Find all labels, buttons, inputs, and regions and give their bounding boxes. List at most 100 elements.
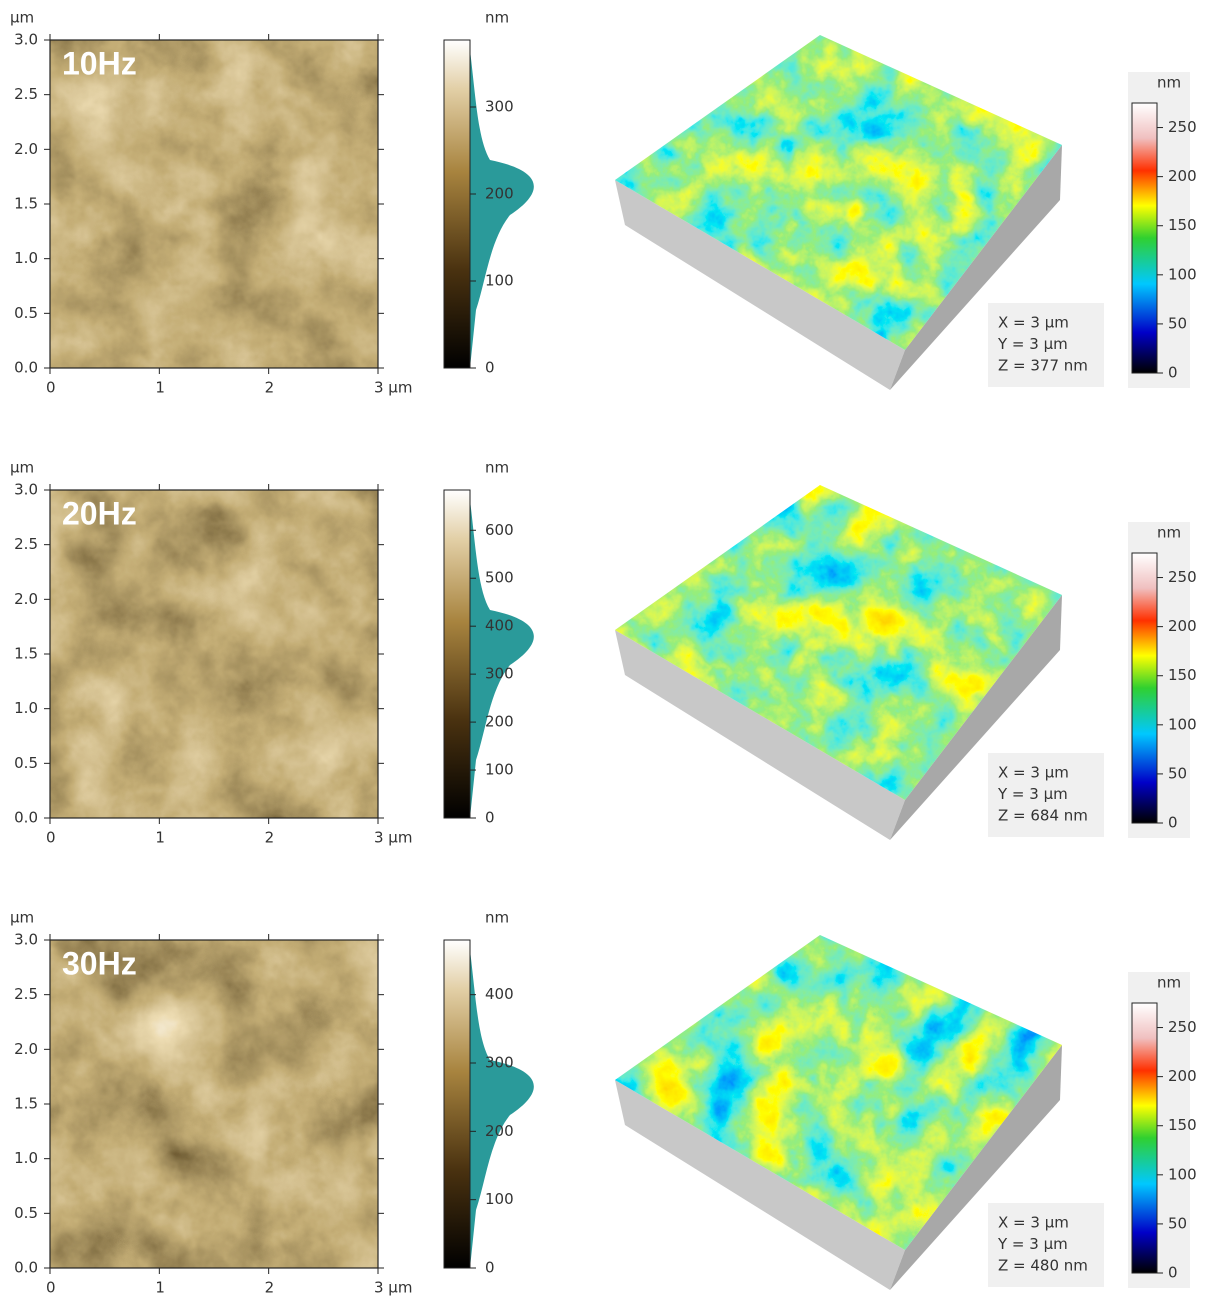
map-label: 20Hz [62,495,137,531]
colorbar-tick-label: 200 [485,1122,514,1140]
x-tick-label: 1 [155,1279,165,1297]
colorbar-tick-label: 250 [1168,1018,1197,1036]
colorbar-tick-label: 0 [485,359,495,377]
colorbar-tick-label: 250 [1168,568,1197,586]
y-tick-label: 2.5 [14,985,38,1003]
annotation: Y = 3 µm [997,1235,1068,1253]
y-tick-label: 0.5 [14,304,38,322]
y-unit: µm [10,909,34,927]
y-tick-label: 0.0 [14,1259,38,1277]
x-tick-label: 1 [155,379,165,397]
x-tick-label: 2 [265,379,275,397]
y-tick-label: 3.0 [14,931,38,949]
annotation: Z = 377 nm [998,357,1088,375]
colorbar-title: nm [1157,74,1181,92]
colorbar-tick-label: 200 [485,713,514,731]
colorbar-tick-label: 0 [485,1259,495,1277]
annotation: Z = 480 nm [998,1257,1088,1275]
colorbar [443,939,471,1269]
colorbar-tick-label: 0 [1168,814,1178,832]
colorbar-tick-label: 200 [1168,1067,1197,1085]
x-tick-label: 3 µm [374,829,412,847]
block-side [615,1080,905,1290]
annotation-box [988,303,1104,387]
y-tick-label: 0.0 [14,809,38,827]
colorbar-tick-label: 100 [1168,715,1197,733]
height-map [50,940,378,1268]
height-map [50,490,378,818]
colorbar-tick-label: 300 [485,665,514,683]
colorbar-title: nm [1157,524,1181,542]
histogram [470,50,534,368]
y-tick-label: 0.5 [14,1204,38,1222]
colorbar-tick-label: 500 [485,569,514,587]
annotation: X = 3 µm [998,1214,1069,1232]
x-tick-label: 2 [265,829,275,847]
annotation: X = 3 µm [998,764,1069,782]
x-tick-label: 0 [46,829,56,847]
y-tick-label: 1.5 [14,1095,38,1113]
colorbar-tick-label: 100 [1168,265,1197,283]
annotation: Y = 3 µm [997,335,1068,353]
annotation: Z = 684 nm [998,807,1088,825]
x-tick-label: 2 [265,1279,275,1297]
y-unit: µm [10,459,34,477]
y-tick-label: 2.0 [14,590,38,608]
colorbar-tick-label: 0 [485,809,495,827]
colorbar-tick-label: 150 [1168,1116,1197,1134]
x-tick-label: 3 µm [374,1279,412,1297]
colorbar-title: nm [485,9,509,27]
colorbar-tick-label: 100 [1168,1165,1197,1183]
colorbar-tick-label: 250 [1168,118,1197,136]
colorbar-tick-label: 600 [485,521,514,539]
colorbar-tick-label: 400 [485,617,514,635]
colorbar [443,39,471,369]
colorbar [1131,552,1158,824]
y-tick-label: 2.5 [14,535,38,553]
colorbar-tick-label: 400 [485,985,514,1003]
y-tick-label: 1.5 [14,195,38,213]
annotation-box [988,753,1104,837]
colorbar-tick-label: 200 [485,184,514,202]
histogram [470,950,534,1268]
y-unit: µm [10,9,34,27]
y-tick-label: 2.0 [14,140,38,158]
colorbar-tick-label: 300 [485,97,514,115]
y-tick-label: 1.0 [14,1149,38,1167]
annotation-box [988,1203,1104,1287]
annotation: Y = 3 µm [997,785,1068,803]
x-tick-label: 0 [46,1279,56,1297]
y-tick-label: 1.0 [14,249,38,267]
colorbar-tick-label: 0 [1168,1264,1178,1282]
colorbar [443,489,471,819]
colorbar-tick-label: 150 [1168,666,1197,684]
colorbar-tick-label: 50 [1168,764,1187,782]
height-map [50,40,378,368]
colorbar-tick-label: 150 [1168,216,1197,234]
colorbar-tick-label: 300 [485,1054,514,1072]
colorbar [1131,102,1158,374]
y-tick-label: 1.5 [14,645,38,663]
colorbar-tick-label: 50 [1168,314,1187,332]
y-tick-label: 3.0 [14,481,38,499]
x-tick-label: 1 [155,829,165,847]
y-tick-label: 2.0 [14,1040,38,1058]
colorbar-tick-label: 100 [485,271,514,289]
y-tick-label: 1.0 [14,699,38,717]
colorbar-title: nm [485,909,509,927]
histogram [470,500,534,818]
colorbar-tick-label: 200 [1168,167,1197,185]
block-side [615,180,905,390]
y-tick-label: 3.0 [14,31,38,49]
map-label: 10Hz [62,45,137,81]
colorbar-title: nm [1157,974,1181,992]
colorbar-tick-label: 200 [1168,617,1197,635]
annotation: X = 3 µm [998,314,1069,332]
colorbar-tick-label: 100 [485,1190,514,1208]
y-tick-label: 0.0 [14,359,38,377]
map-label: 30Hz [62,945,137,981]
x-tick-label: 3 µm [374,379,412,397]
y-tick-label: 2.5 [14,85,38,103]
